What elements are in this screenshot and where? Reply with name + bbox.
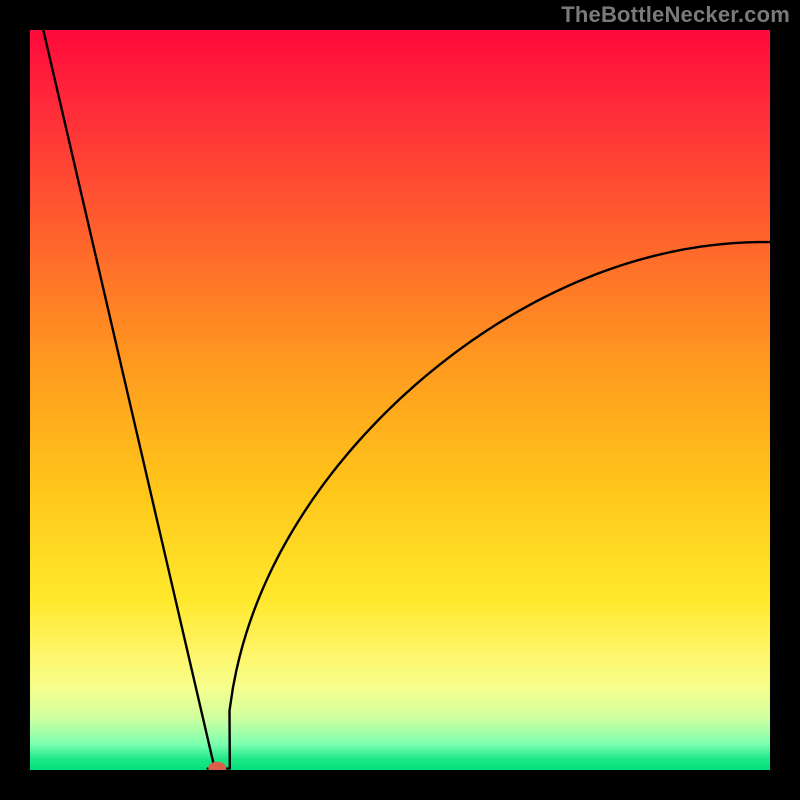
bottleneck-curve <box>43 30 770 770</box>
curve-overlay <box>30 30 770 770</box>
watermark-text: TheBottleNecker.com <box>561 2 790 28</box>
plot-area <box>30 30 770 770</box>
chart-frame: TheBottleNecker.com <box>0 0 800 800</box>
min-marker <box>208 762 226 770</box>
